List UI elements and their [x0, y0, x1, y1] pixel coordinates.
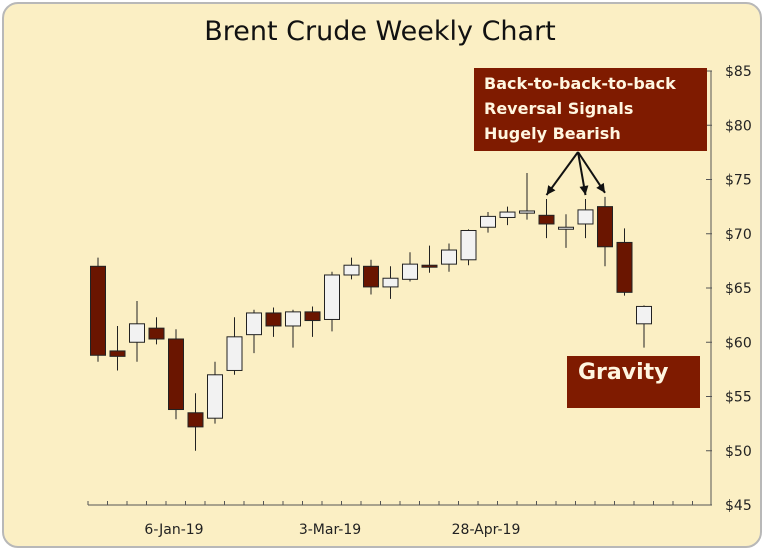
axes: $45 $50 $55 $60 $65 $70 $75 $80 $85 6-Jan-19 3-Mar… — [87, 64, 752, 538]
y-tick-label: $75 — [725, 173, 752, 189]
gravity-annotation: Gravity — [567, 356, 700, 408]
x-tick-label: 6-Jan-19 — [144, 522, 203, 538]
candle-body-down — [265, 312, 282, 327]
y-tick-label: $65 — [725, 281, 752, 297]
candle-body-up — [226, 336, 243, 371]
candle-body-down — [187, 412, 204, 428]
candle-body-down — [363, 265, 379, 288]
x-tick-label: 3-Mar-19 — [299, 522, 361, 538]
candle-body-down — [597, 206, 613, 248]
candle-body-up — [558, 226, 574, 230]
candle-body-up — [402, 263, 418, 280]
reversal-signals-annotation: Back-to-back-to-back Reversal Signals Hu… — [474, 68, 707, 151]
annotation-line: Hugely Bearish — [484, 124, 621, 143]
candle-body-up — [636, 305, 652, 325]
candle-body-down — [421, 264, 438, 268]
y-tick-label: $80 — [725, 118, 752, 134]
arrow-head — [579, 185, 589, 196]
arrow-head — [546, 185, 556, 196]
x-tick-label: 28-Apr-19 — [452, 522, 521, 538]
y-tick-label: $45 — [725, 498, 752, 514]
annotation-line: Back-to-back-to-back — [484, 74, 676, 93]
annotation-line: Gravity — [578, 360, 669, 385]
y-tick-label: $50 — [725, 444, 752, 460]
candle-body-down — [148, 327, 165, 340]
candle-body-up — [324, 274, 340, 320]
candle-body-up — [499, 211, 516, 218]
annotation-line: Reversal Signals — [484, 99, 634, 118]
candle-body-up — [441, 249, 457, 265]
candle-body-down — [304, 311, 321, 322]
candle-body-up — [285, 311, 301, 327]
candle-body-down — [538, 214, 555, 225]
y-tick-label: $60 — [725, 335, 752, 351]
y-tick-label: $55 — [725, 390, 752, 406]
candle-body-up — [382, 277, 399, 288]
chart-title: Brent Crude Weekly Chart — [204, 16, 556, 47]
annotation-arrows — [545, 151, 606, 196]
candle-body-up — [246, 312, 262, 336]
y-tick-label: $85 — [725, 64, 752, 80]
candle-body-down — [109, 350, 126, 357]
candle-body-down — [616, 241, 633, 293]
candles — [90, 172, 652, 451]
candle-body-up — [519, 210, 535, 214]
arrow-head — [596, 182, 605, 193]
candle-body-up — [207, 374, 223, 419]
candle-body-down — [90, 265, 106, 356]
y-tick-label: $70 — [725, 227, 752, 243]
candle-body-up — [480, 215, 496, 228]
candle-body-up — [129, 323, 145, 343]
candle-body-up — [577, 209, 594, 225]
candle-body-down — [168, 338, 184, 411]
candle-body-up — [460, 229, 477, 261]
candle-body-up — [343, 264, 360, 276]
